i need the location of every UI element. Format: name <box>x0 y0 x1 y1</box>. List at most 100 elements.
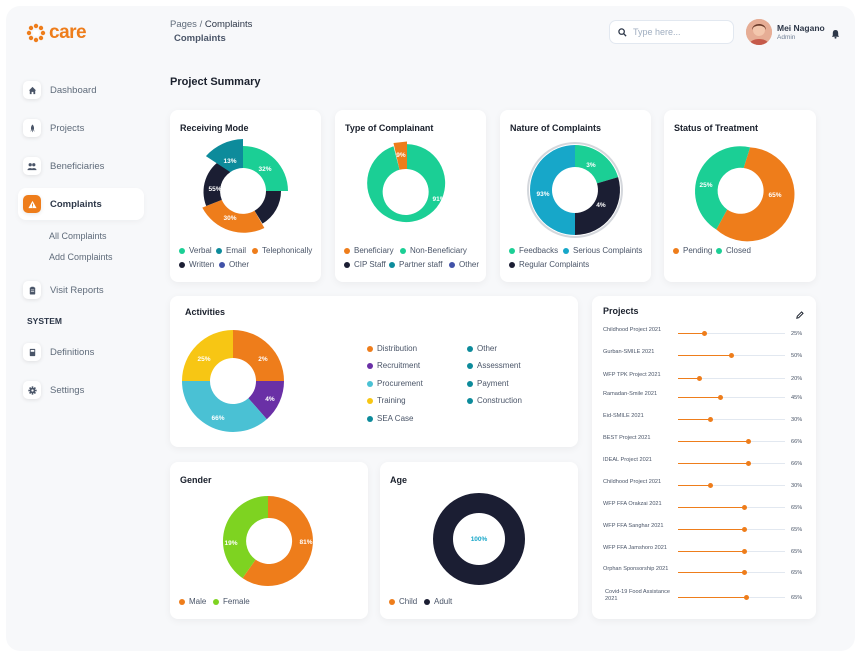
project-name: BEST Project 2021 <box>603 435 651 441</box>
sidebar-item-label: Definitions <box>50 346 95 358</box>
data-label: 66% <box>211 415 224 422</box>
project-row[interactable]: IDEAL Project 2021 66% <box>592 456 816 470</box>
project-progress-track <box>678 331 785 336</box>
legend-item-non-beneficiary: Non-Beneficiary <box>400 246 467 255</box>
project-progress-knob[interactable] <box>729 353 734 358</box>
project-progress-knob[interactable] <box>718 395 724 400</box>
data-label: 25% <box>197 356 210 363</box>
project-row[interactable]: WFP FFA Orakzai 2021 65% <box>592 500 816 514</box>
legend-item-other: Other <box>219 260 249 269</box>
project-progress-value: 25% <box>791 331 803 337</box>
book-icon <box>23 343 41 361</box>
project-progress-track <box>678 505 785 510</box>
sidebar: Dashboard Projects Beneficiaries Complai… <box>18 74 144 412</box>
project-row[interactable]: Ramadan-Smile 2021 45% <box>592 390 816 404</box>
data-label: 32% <box>258 166 271 173</box>
status-of-treatment-card: Status of Treatment 65% 25% Pending Clos… <box>664 110 816 282</box>
project-progress-fill <box>678 485 711 486</box>
project-row[interactable]: Orphan Sponsorship 2021 65% <box>592 565 816 579</box>
slice-feedbacks <box>575 145 619 184</box>
nature-of-complaints-chart: 3% 4% 93% <box>527 142 623 238</box>
project-row[interactable]: WFP TPK Project 2021 20% <box>592 371 816 385</box>
data-label: 2% <box>258 356 268 363</box>
breadcrumb-root[interactable]: Pages <box>170 19 197 30</box>
pencil-icon[interactable] <box>796 306 804 324</box>
breadcrumb-separator: / <box>199 19 203 30</box>
card-title: Projects <box>603 306 639 316</box>
sidebar-item-dashboard[interactable]: Dashboard <box>18 74 144 106</box>
age-card: Age 100% Child Adult <box>380 462 578 619</box>
slice-written <box>254 191 281 224</box>
project-progress-knob[interactable] <box>746 461 752 466</box>
project-row[interactable]: Gurban-SMILE 2021 50% <box>592 348 816 362</box>
nature-of-complaints-card: Nature of Complaints 3% 4% 93% Feedbacks… <box>500 110 651 282</box>
sidebar-item-complaints[interactable]: Complaints <box>18 188 144 220</box>
project-progress-knob[interactable] <box>743 595 749 600</box>
legend-item-male: Male <box>179 597 206 606</box>
project-row[interactable]: Childhood Project 2021 25% <box>592 326 816 340</box>
sidebar-subitem-all-complaints[interactable]: All Complaints <box>49 231 107 241</box>
project-progress-value: 65% <box>791 505 803 511</box>
data-label: 100% <box>471 536 488 543</box>
card-title: Type of Complainant <box>345 123 434 133</box>
project-row[interactable]: BEST Project 2021 66% <box>592 434 816 448</box>
care-logo[interactable]: care <box>26 22 87 44</box>
sidebar-item-definitions[interactable]: Definitions <box>18 336 144 368</box>
breadcrumb: Pages / Complaints <box>170 19 252 30</box>
activities-card: Activities 2% 4% 66% 25% Distribution Ot… <box>170 296 578 447</box>
sidebar-item-label: Dashboard <box>50 84 97 96</box>
project-progress-knob[interactable] <box>741 505 747 510</box>
sidebar-item-label: Complaints <box>50 198 102 210</box>
project-progress-knob[interactable] <box>702 331 708 336</box>
project-progress-track <box>678 595 785 600</box>
project-progress-knob[interactable] <box>741 527 747 532</box>
sidebar-item-visit-reports[interactable]: Visit Reports <box>18 274 144 306</box>
sidebar-item-beneficiaries[interactable]: Beneficiaries <box>18 150 144 182</box>
project-row[interactable]: WFP FFA Jamshoro 2021 65% <box>592 544 816 558</box>
sidebar-item-label: Beneficiaries <box>50 160 105 172</box>
project-progress-knob[interactable] <box>746 439 752 444</box>
legend-item-recruitment: Recruitment <box>367 361 420 370</box>
data-label: 25% <box>699 182 712 189</box>
data-label: 81% <box>299 539 312 546</box>
project-row[interactable]: Childhood Project 2021 30% <box>592 478 816 492</box>
project-row[interactable]: Eid-SMILE 2021 30% <box>592 412 816 426</box>
project-progress-knob[interactable] <box>741 549 747 554</box>
project-progress-value: 65% <box>791 549 803 555</box>
project-progress-value: 65% <box>791 595 803 601</box>
project-progress-knob[interactable] <box>696 376 702 381</box>
search-box[interactable] <box>609 20 734 44</box>
sidebar-item-settings[interactable]: Settings <box>18 374 144 406</box>
project-progress-track <box>678 461 785 466</box>
project-row[interactable]: Covid-19 Food Assistance 2021 65% <box>592 589 816 604</box>
sidebar-section-system: SYSTEM <box>27 316 62 326</box>
slice-recruitment <box>248 381 284 420</box>
rocket-icon <box>23 119 41 137</box>
user-role: Admin <box>777 34 796 41</box>
data-label: 9% <box>396 152 406 159</box>
bell-icon[interactable] <box>831 26 840 44</box>
project-row[interactable]: WFP FFA Sanghar 2021 65% <box>592 522 816 536</box>
project-progress-knob[interactable] <box>741 570 747 575</box>
search-input[interactable] <box>633 27 723 37</box>
data-label: 3% <box>586 162 596 169</box>
card-title: Activities <box>185 307 226 317</box>
project-progress-track <box>678 353 785 358</box>
project-progress-fill <box>678 551 745 552</box>
project-progress-knob[interactable] <box>707 417 713 422</box>
card-title: Nature of Complaints <box>510 123 602 133</box>
legend-item-payment: Payment <box>467 379 509 388</box>
project-name: Childhood Project 2021 <box>603 327 662 333</box>
home-icon <box>23 81 41 99</box>
avatar[interactable] <box>746 19 772 45</box>
legend-item-procurement: Procurement <box>367 379 423 388</box>
project-progress-value: 66% <box>791 461 803 467</box>
sidebar-subitem-add-complaints[interactable]: Add Complaints <box>49 252 113 262</box>
project-name: Orphan Sponsorship 2021 <box>603 566 669 572</box>
legend-item-pending: Pending <box>673 246 712 255</box>
slice-procurement <box>182 381 267 433</box>
project-progress-knob[interactable] <box>707 483 713 488</box>
sidebar-item-projects[interactable]: Projects <box>18 112 144 144</box>
header-title: Complaints <box>174 33 226 44</box>
receiving-mode-card: Receiving Mode 32% 30% 55% 13% Verbal Em… <box>170 110 321 282</box>
